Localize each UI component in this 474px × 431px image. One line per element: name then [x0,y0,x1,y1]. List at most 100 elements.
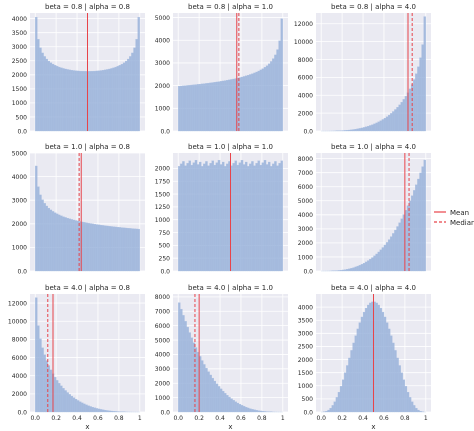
y-tick-label: 4000 [298,93,313,100]
histogram-bar [333,401,337,413]
y-tick-label: 0.0 [17,409,27,416]
histogram-bar [335,397,339,413]
histogram-bar [385,322,389,413]
x-axis-label: x [228,423,232,431]
histogram-bar [387,114,391,132]
histogram-bar [114,411,117,413]
histogram-bar [244,75,248,132]
histogram-bar [122,62,126,132]
histogram-bar [99,224,103,272]
histogram-bar [110,68,113,132]
facet-panel: 0.0 500 1000 1500 2000 2500 3000 3500 4000 beta =… [12,3,145,135]
histogram-bar [133,228,136,272]
histogram-bar [196,164,200,272]
histogram-bar [367,126,370,132]
y-tick-label: 5000 [12,150,27,157]
histogram-bar [417,178,420,272]
y-tick-label: 3500 [12,30,27,37]
histogram-bar [211,160,214,272]
histogram-bar [392,233,395,272]
histogram-bar [371,257,374,272]
facet-title: beta = 0.8 | alpha = 0.8 [45,3,130,11]
x-tick-label: 0.0 [30,415,40,422]
histogram-bar [224,166,227,272]
histogram-bar [394,350,397,413]
x-tick-label: 0.6 [379,415,389,422]
histogram-bar [55,213,59,272]
histogram-bar [217,81,221,132]
histogram-bar [110,226,113,272]
histogram-bar [238,162,242,272]
histogram-bar [66,69,69,132]
histogram-bar [224,393,227,413]
facet-panel: 0.0 1000 2000 3000 4000 5000 beta = 0.8 | alph… [155,3,288,135]
histogram-bar [261,68,265,132]
histogram-bar [280,160,283,272]
histogram-bar [379,249,383,272]
histogram-bar [70,219,74,272]
histogram-bar [64,217,67,272]
histogram-bar [203,364,206,413]
histogram-bar [398,365,401,413]
histogram-bar [221,161,225,272]
y-tick-label: 1500 [298,370,313,377]
x-tick-label: 1 [424,415,428,422]
histogram-bar [263,67,267,132]
histogram-bar [369,258,372,272]
histogram-bar [257,160,260,272]
histogram-bar [344,130,347,132]
x-tick-label: 0.8 [257,415,267,422]
histogram-bar [198,161,202,272]
histogram-bar [255,71,258,132]
histogram-bar [244,161,248,272]
histogram-bar [106,410,109,413]
histogram-bar [238,404,242,413]
histogram-bar [354,129,357,132]
histogram-bar [55,66,59,132]
histogram-bar [66,392,69,413]
x-tick-label: 0.6 [236,415,246,422]
histogram-bar [64,68,67,132]
histogram-bar [182,315,185,413]
histogram-bar [101,409,105,413]
histogram-bar [390,236,393,272]
y-tick-label: 3500 [298,318,313,325]
y-tick-label: 0.0 [160,409,170,416]
facet-panel: 0.0 1000 2000 3000 4000 5000 6000 7000 8000 0.0 0.… [155,284,288,431]
histogram-bar [129,228,132,272]
histogram-bar [253,165,256,272]
histogram-bar [421,44,424,132]
y-tick-label: 2000 [155,381,170,388]
histogram-bar [234,401,237,413]
histogram-bar [362,311,366,413]
histogram-bar [373,255,376,272]
histogram-bar [369,302,372,413]
histogram-bar [178,302,181,413]
histogram-bar [339,386,343,413]
histogram-bar [127,228,130,272]
y-tick-label: 1750 [155,179,170,186]
histogram-bar [278,40,281,132]
y-tick-label: 250 [159,255,171,262]
histogram-bar [108,410,111,413]
histogram-bar [91,71,94,132]
histogram-bar [101,70,105,132]
y-tick-label: 4000 [12,373,27,380]
histogram-bar [122,227,126,272]
y-tick-label: 0.0 [17,128,27,135]
histogram-bar [381,311,385,413]
histogram-bar [215,81,219,132]
histogram-bar [400,218,403,272]
histogram-bar [385,242,389,272]
histogram-bar [228,396,231,413]
histogram-bar [415,184,418,272]
y-tick-label: 6000 [12,355,27,362]
histogram-bar [249,408,252,413]
histogram-bar [232,400,235,413]
y-tick-label: 2000 [12,72,27,79]
y-tick-label: 4000 [155,352,170,359]
histogram-bar [85,222,88,272]
histogram-bar [375,253,378,272]
histogram-bar [55,380,59,413]
